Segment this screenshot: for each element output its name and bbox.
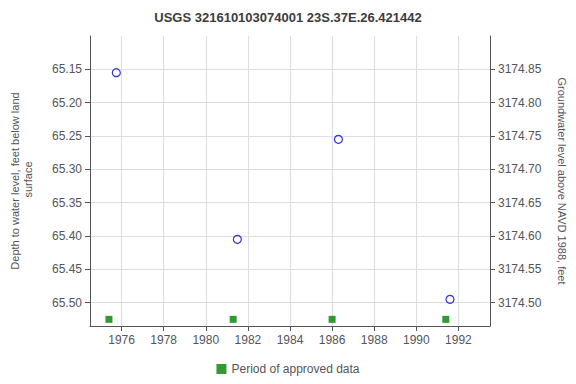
svg-text:USGS 321610103074001 23S.37E.2: USGS 321610103074001 23S.37E.26.421442 — [154, 10, 421, 25]
svg-text:3174.55: 3174.55 — [498, 262, 542, 276]
svg-text:Depth to water level, feet bel: Depth to water level, feet below land — [9, 92, 21, 269]
svg-text:1988: 1988 — [361, 333, 388, 347]
svg-text:65.15: 65.15 — [52, 62, 82, 76]
svg-text:1984: 1984 — [277, 333, 304, 347]
svg-text:3174.70: 3174.70 — [498, 162, 542, 176]
svg-text:65.50: 65.50 — [52, 296, 82, 310]
svg-text:65.20: 65.20 — [52, 96, 82, 110]
svg-text:1978: 1978 — [150, 333, 177, 347]
svg-text:1986: 1986 — [319, 333, 346, 347]
svg-text:3174.80: 3174.80 — [498, 96, 542, 110]
svg-text:3174.60: 3174.60 — [498, 229, 542, 243]
svg-text:1976: 1976 — [108, 333, 135, 347]
svg-text:1982: 1982 — [235, 333, 262, 347]
svg-text:3174.65: 3174.65 — [498, 196, 542, 210]
svg-text:3174.85: 3174.85 — [498, 62, 542, 76]
svg-text:3174.50: 3174.50 — [498, 296, 542, 310]
svg-text:3174.75: 3174.75 — [498, 129, 542, 143]
svg-text:65.35: 65.35 — [52, 196, 82, 210]
svg-text:Period of approved data: Period of approved data — [231, 362, 359, 376]
svg-text:65.45: 65.45 — [52, 262, 82, 276]
svg-text:65.25: 65.25 — [52, 129, 82, 143]
svg-text:Groundwater level above NAVD 1: Groundwater level above NAVD 1988, feet — [556, 77, 568, 284]
svg-text:65.40: 65.40 — [52, 229, 82, 243]
svg-text:1992: 1992 — [445, 333, 472, 347]
svg-text:65.30: 65.30 — [52, 162, 82, 176]
svg-text:1990: 1990 — [403, 333, 430, 347]
svg-text:surface: surface — [22, 161, 34, 200]
svg-text:1980: 1980 — [192, 333, 219, 347]
